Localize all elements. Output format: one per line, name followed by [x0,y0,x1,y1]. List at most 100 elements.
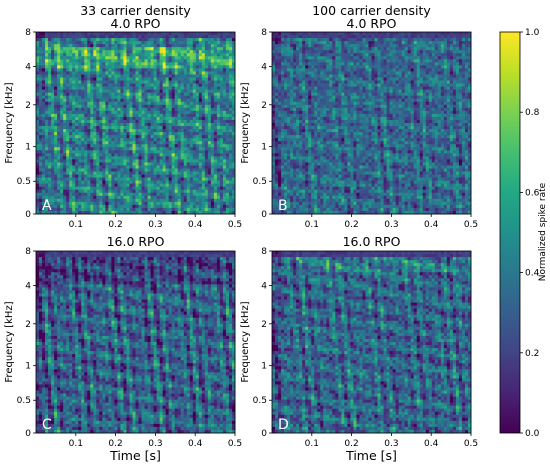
heatmap-cell [84,189,88,194]
heatmap-cell [159,116,164,121]
heatmap-cell [135,153,139,157]
heatmap-cell [57,132,61,136]
heatmap-cell [347,53,351,57]
heatmap-cell [132,71,136,75]
heatmap-cell [225,35,230,39]
heatmap-cell [225,138,230,142]
heatmap-cell [287,62,291,66]
heatmap-cell [144,135,148,139]
heatmap-cell [311,35,315,39]
heatmap-cell [120,156,124,160]
heatmap-cell [368,65,372,69]
panel-a-title-line-1: 33 carrier density [80,3,191,18]
heatmap-cell [180,132,185,136]
heatmap-cell [228,119,233,124]
heatmap-cell [407,47,412,51]
heatmap-cell [210,201,215,206]
heatmap-cell [201,153,206,157]
heatmap-cell [317,32,321,36]
heatmap-cell [428,41,433,45]
heatmap-cell [344,44,348,48]
heatmap-cell [147,47,151,51]
heatmap-cell [410,56,415,60]
heatmap-cell [431,53,436,57]
heatmap-cell [111,80,115,84]
heatmap-cell [60,98,64,103]
heatmap-cell [96,41,100,45]
heatmap-cell [72,71,76,75]
heatmap-cell [207,89,212,94]
heatmap-cell [287,41,291,45]
heatmap-cell [132,119,136,124]
heatmap-cell [36,168,40,172]
heatmap-cell [129,110,133,115]
heatmap-cell [69,132,73,136]
heatmap-cell [341,62,345,66]
heatmap-cell [231,201,236,206]
heatmap-cell [108,177,112,182]
heatmap-cell [198,77,203,81]
heatmap-cell [138,98,142,103]
heatmap-cell [135,50,139,54]
heatmap-cell [210,189,215,194]
heatmap-cell [377,56,381,60]
heatmap-cell [45,189,49,194]
heatmap-cell [213,141,218,145]
heatmap-cell [407,59,412,63]
heatmap-cell [353,47,357,51]
heatmap-cell [48,65,52,69]
heatmap-cell [174,195,179,200]
heatmap-cell [186,165,191,169]
heatmap-cell [386,44,390,48]
heatmap-cell [186,101,191,106]
heatmap-cell [48,126,52,130]
heatmap-cell [69,123,73,127]
heatmap-cell [317,41,321,45]
heatmap-cell [183,116,188,121]
heatmap-cell [174,144,179,148]
heatmap-cell [192,116,197,121]
heatmap-cell [114,210,118,215]
heatmap-cell [377,50,381,54]
heatmap-cell [45,65,49,69]
heatmap-cell [180,56,185,60]
heatmap-cell [180,77,185,81]
heatmap-cell [305,77,309,81]
heatmap-cell [36,38,40,42]
heatmap-cell [90,98,94,103]
heatmap-cell [314,53,318,57]
heatmap-cell [156,83,161,87]
heatmap-cell [147,141,151,145]
heatmap-cell [210,171,215,175]
heatmap-cell [404,56,409,60]
heatmap-cell [129,171,133,175]
heatmap-cell [168,80,173,84]
heatmap-cell [129,44,133,48]
heatmap-cell [284,62,288,66]
heatmap-cell [344,74,348,78]
heatmap-cell [150,156,154,160]
heatmap-cell [99,38,103,42]
heatmap-cell [162,126,167,130]
heatmap-cell [180,101,185,106]
heatmap-cell [57,44,61,48]
heatmap-cell [96,174,100,178]
heatmap-cell [198,135,203,139]
heatmap-cell [180,141,185,145]
heatmap-cell [93,168,97,172]
heatmap-cell [105,41,109,45]
heatmap-cell [123,210,127,215]
heatmap-cell [204,77,209,81]
heatmap-cell [48,210,52,215]
heatmap-cell [189,89,194,94]
heatmap-cell [66,147,70,151]
heatmap-cell [135,89,139,94]
heatmap-cell [198,201,203,206]
heatmap-cell [213,165,218,169]
heatmap-cell [123,65,127,69]
heatmap-cell [192,159,197,163]
heatmap-cell [228,201,233,206]
heatmap-cell [186,198,191,203]
heatmap-cell [359,47,363,51]
heatmap-cell [189,147,194,151]
